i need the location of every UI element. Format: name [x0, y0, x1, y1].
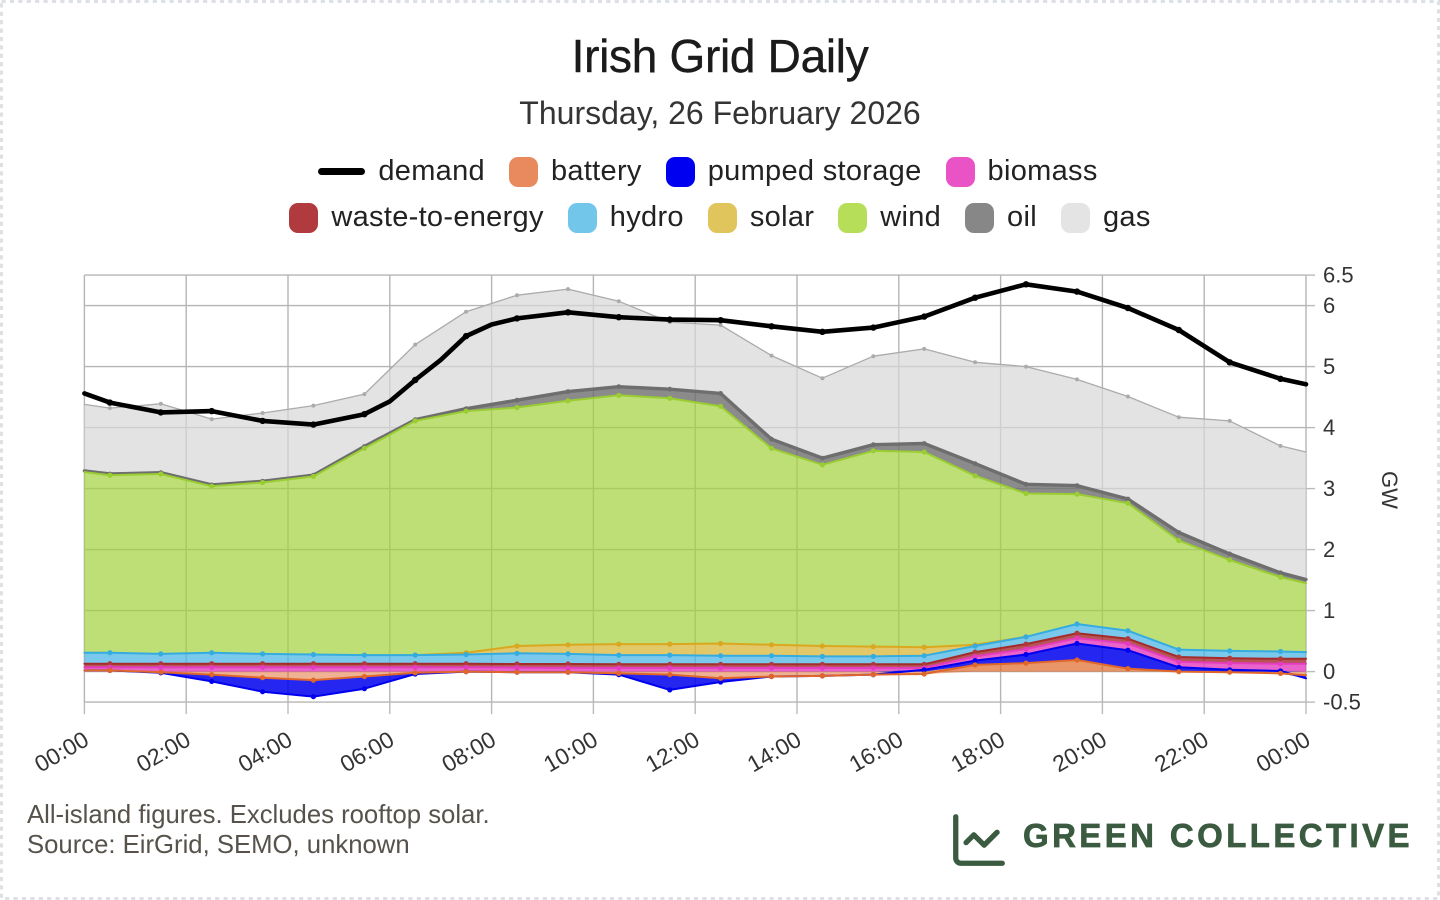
- svg-text:3: 3: [1323, 476, 1335, 501]
- svg-text:08:00: 08:00: [437, 726, 500, 777]
- svg-text:16:00: 16:00: [844, 726, 907, 777]
- svg-text:4: 4: [1323, 415, 1335, 440]
- svg-text:20:00: 20:00: [1048, 726, 1111, 777]
- svg-text:12:00: 12:00: [641, 726, 704, 777]
- svg-text:5: 5: [1323, 354, 1335, 379]
- svg-text:6: 6: [1323, 293, 1335, 318]
- svg-text:10:00: 10:00: [539, 726, 602, 777]
- svg-text:14:00: 14:00: [743, 726, 806, 777]
- svg-text:18:00: 18:00: [946, 726, 1009, 777]
- svg-text:-0.5: -0.5: [1323, 690, 1361, 715]
- svg-text:00:00: 00:00: [30, 726, 93, 777]
- svg-text:02:00: 02:00: [132, 726, 195, 777]
- svg-text:04:00: 04:00: [234, 726, 297, 777]
- svg-text:1: 1: [1323, 598, 1335, 623]
- svg-text:22:00: 22:00: [1150, 726, 1213, 777]
- svg-text:2: 2: [1323, 537, 1335, 562]
- svg-text:06:00: 06:00: [335, 726, 398, 777]
- svg-text:GW: GW: [1377, 471, 1402, 509]
- svg-text:6.5: 6.5: [1323, 263, 1354, 288]
- svg-text:0: 0: [1323, 659, 1335, 684]
- svg-text:00:00: 00:00: [1252, 726, 1315, 777]
